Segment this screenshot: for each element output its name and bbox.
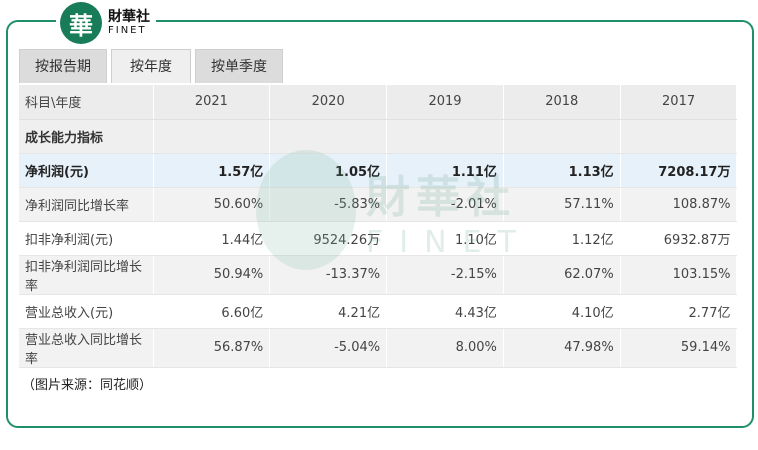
row-label: 扣非净利润(元) bbox=[19, 221, 154, 256]
table-cell: -2.01% bbox=[386, 187, 504, 222]
period-tabs: 按报告期 按年度 按单季度 bbox=[19, 49, 283, 83]
table-cell: -5.83% bbox=[269, 187, 388, 222]
table-cell: 1.05亿 bbox=[269, 153, 388, 188]
table-cell: 47.98% bbox=[503, 328, 621, 368]
table-cell: 1.57亿 bbox=[153, 153, 271, 188]
empty-cell bbox=[386, 119, 504, 154]
table-row[interactable]: 净利润同比增长率 50.60% -5.83% -2.01% 57.11% 108… bbox=[19, 187, 737, 222]
table-cell: 1.10亿 bbox=[386, 221, 504, 256]
tab-by-report-period[interactable]: 按报告期 bbox=[19, 49, 107, 83]
row-label: 扣非净利润同比增长率 bbox=[19, 255, 154, 295]
table-cell: 56.87% bbox=[153, 328, 271, 368]
table-cell: 4.43亿 bbox=[386, 294, 504, 329]
table-cell: 62.07% bbox=[503, 255, 621, 295]
table-row[interactable]: 营业总收入同比增长率 56.87% -5.04% 8.00% 47.98% 59… bbox=[19, 328, 737, 368]
table-row[interactable]: 净利润(元) 1.57亿 1.05亿 1.11亿 1.13亿 7208.17万 bbox=[19, 153, 737, 188]
table-cell: 1.12亿 bbox=[503, 221, 621, 256]
financial-table-container: 科目\年度 2021 2020 2019 2018 2017 成长能力指标 净利… bbox=[19, 85, 737, 368]
row-label: 净利润同比增长率 bbox=[19, 187, 154, 222]
table-cell: 4.10亿 bbox=[503, 294, 621, 329]
financial-table: 科目\年度 2021 2020 2019 2018 2017 成长能力指标 净利… bbox=[19, 85, 737, 368]
empty-cell bbox=[503, 119, 621, 154]
table-cell: 9524.26万 bbox=[269, 221, 388, 256]
empty-cell bbox=[620, 119, 737, 154]
table-cell: 59.14% bbox=[620, 328, 737, 368]
header-year[interactable]: 2020 bbox=[269, 85, 388, 120]
header-year[interactable]: 2017 bbox=[620, 85, 737, 120]
table-cell: 4.21亿 bbox=[269, 294, 388, 329]
table-header-row: 科目\年度 2021 2020 2019 2018 2017 bbox=[19, 85, 737, 120]
tab-by-year[interactable]: 按年度 bbox=[111, 49, 191, 83]
table-cell: 1.44亿 bbox=[153, 221, 271, 256]
table-cell: -2.15% bbox=[386, 255, 504, 295]
row-label: 营业总收入(元) bbox=[19, 294, 154, 329]
table-row[interactable]: 扣非净利润(元) 1.44亿 9524.26万 1.10亿 1.12亿 6932… bbox=[19, 221, 737, 256]
table-cell: 6.60亿 bbox=[153, 294, 271, 329]
brand-text: 財華社 FINET bbox=[108, 10, 150, 36]
table-row[interactable]: 营业总收入(元) 6.60亿 4.21亿 4.43亿 4.10亿 2.77亿 bbox=[19, 294, 737, 329]
table-cell: 103.15% bbox=[620, 255, 737, 295]
header-year[interactable]: 2018 bbox=[503, 85, 621, 120]
table-row[interactable]: 扣非净利润同比增长率 50.94% -13.37% -2.15% 62.07% … bbox=[19, 255, 737, 295]
section-row: 成长能力指标 bbox=[19, 119, 737, 154]
table-cell: 57.11% bbox=[503, 187, 621, 222]
brand-name-cn: 財華社 bbox=[108, 9, 150, 25]
table-cell: 8.00% bbox=[386, 328, 504, 368]
header-year[interactable]: 2021 bbox=[153, 85, 271, 120]
header-subject-year: 科目\年度 bbox=[19, 85, 154, 120]
table-cell: -5.04% bbox=[269, 328, 388, 368]
table-cell: -13.37% bbox=[269, 255, 388, 295]
finet-logo-icon: 華 bbox=[60, 2, 102, 44]
table-cell: 108.87% bbox=[620, 187, 737, 222]
header-year[interactable]: 2019 bbox=[386, 85, 504, 120]
empty-cell bbox=[269, 119, 388, 154]
section-label: 成长能力指标 bbox=[19, 119, 154, 154]
table-cell: 2.77亿 bbox=[620, 294, 737, 329]
row-label: 营业总收入同比增长率 bbox=[19, 328, 154, 368]
table-cell: 50.60% bbox=[153, 187, 271, 222]
tab-by-quarter[interactable]: 按单季度 bbox=[195, 49, 283, 83]
brand-header: 華 財華社 FINET bbox=[56, 2, 156, 44]
image-source-note: （图片来源：同花顺） bbox=[22, 378, 153, 393]
empty-cell bbox=[153, 119, 271, 154]
table-cell: 1.13亿 bbox=[503, 153, 621, 188]
table-cell: 50.94% bbox=[153, 255, 271, 295]
row-label: 净利润(元) bbox=[19, 153, 154, 188]
brand-name-en: FINET bbox=[108, 25, 147, 36]
table-cell: 6932.87万 bbox=[620, 221, 737, 256]
table-cell: 1.11亿 bbox=[386, 153, 504, 188]
table-cell: 7208.17万 bbox=[620, 153, 737, 188]
